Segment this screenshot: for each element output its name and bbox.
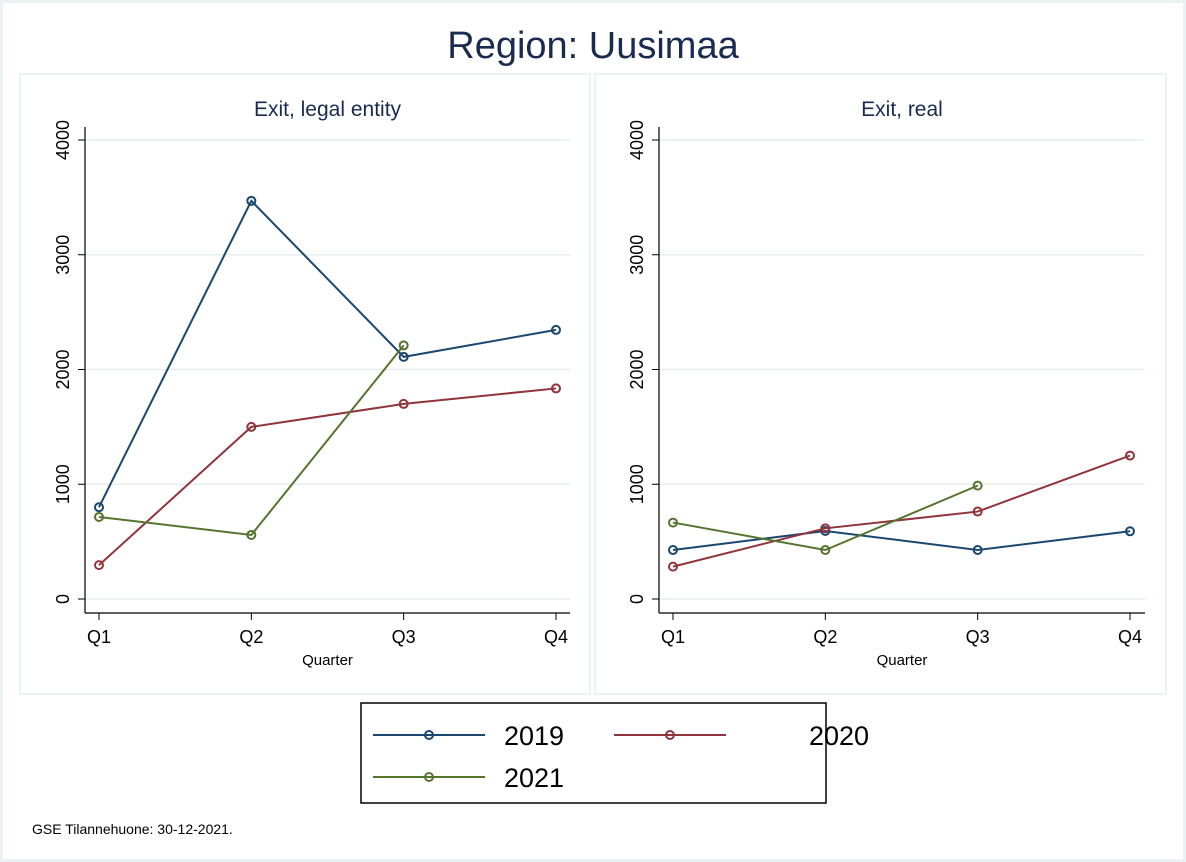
legend-marker-2021 [424,772,434,782]
y-tick-label: 4000 [627,120,647,160]
data-point-2020 [246,421,257,432]
series-line-2020 [98,387,557,566]
x-tick-label: Q4 [544,627,568,647]
series-line-2021 [672,484,979,552]
x-tick-label: Q2 [239,627,263,647]
y-tick-label: 0 [53,594,73,604]
panel-background [19,73,591,695]
x-tick-label: Q1 [661,627,685,647]
legend: 2019 2020 2021 [360,702,869,804]
x-tick-label: Q3 [392,627,416,647]
data-point-2021 [398,340,409,351]
data-point-2020 [668,561,678,572]
series-line-2020 [672,454,1131,568]
data-point-2021 [94,511,104,522]
series-line-2019 [672,529,1131,552]
y-tick-label: 1000 [53,464,73,504]
panel-title: Exit, legal entity [254,98,402,121]
data-point-2020 [551,383,561,394]
data-point-2019 [246,195,257,206]
data-point-2021 [246,529,257,540]
series-line-2021 [98,344,405,537]
x-tick-label: Q4 [1118,627,1142,647]
data-point-2020 [820,523,831,534]
legend-marker-2019 [424,730,434,740]
y-tick-label: 3000 [53,235,73,275]
panel-1: Exit, legal entity 0 1000 2000 3000 4000 Q1 Q2 Q… [19,73,591,695]
y-tick-label: 2000 [53,349,73,389]
data-point-2019 [1125,526,1135,537]
y-tick-label: 4000 [53,120,73,160]
legend-label-2020: 2020 [809,721,869,751]
data-point-2021 [972,480,983,491]
x-axis-label: Quarter [302,652,353,669]
y-tick-label: 2000 [627,349,647,389]
y-tick-label: 1000 [627,464,647,504]
data-point-2019 [668,545,678,556]
data-point-2020 [398,398,409,409]
chart-title: Region: Uusimaa [447,25,739,67]
y-tick-label: 0 [627,594,647,604]
footer-note: GSE Tilannehuone: 30-12-2021. [32,821,233,837]
legend-box [360,702,827,804]
data-point-2019 [972,545,983,556]
legend-label-2021: 2021 [504,763,564,793]
x-axis-label: Quarter [877,652,928,669]
data-point-2019 [551,324,561,335]
x-tick-label: Q1 [87,627,111,647]
panel-background [594,73,1167,695]
legend-label-2019: 2019 [504,721,564,751]
data-point-2021 [668,517,678,528]
legend-marker-2020 [665,730,675,740]
panel-2: Exit, real 0 1000 2000 3000 4000 Q1 Q2 Q3 Q4 Quart… [594,73,1167,695]
panel-title: Exit, real [861,98,943,121]
data-point-2019 [398,351,409,362]
y-tick-label: 3000 [627,235,647,275]
data-point-2019 [94,502,104,513]
data-point-2020 [972,506,983,517]
data-point-2020 [94,560,104,571]
x-tick-label: Q2 [813,627,837,647]
data-point-2020 [1125,450,1135,461]
x-tick-label: Q3 [966,627,990,647]
series-line-2019 [98,199,557,508]
data-point-2021 [820,545,831,556]
